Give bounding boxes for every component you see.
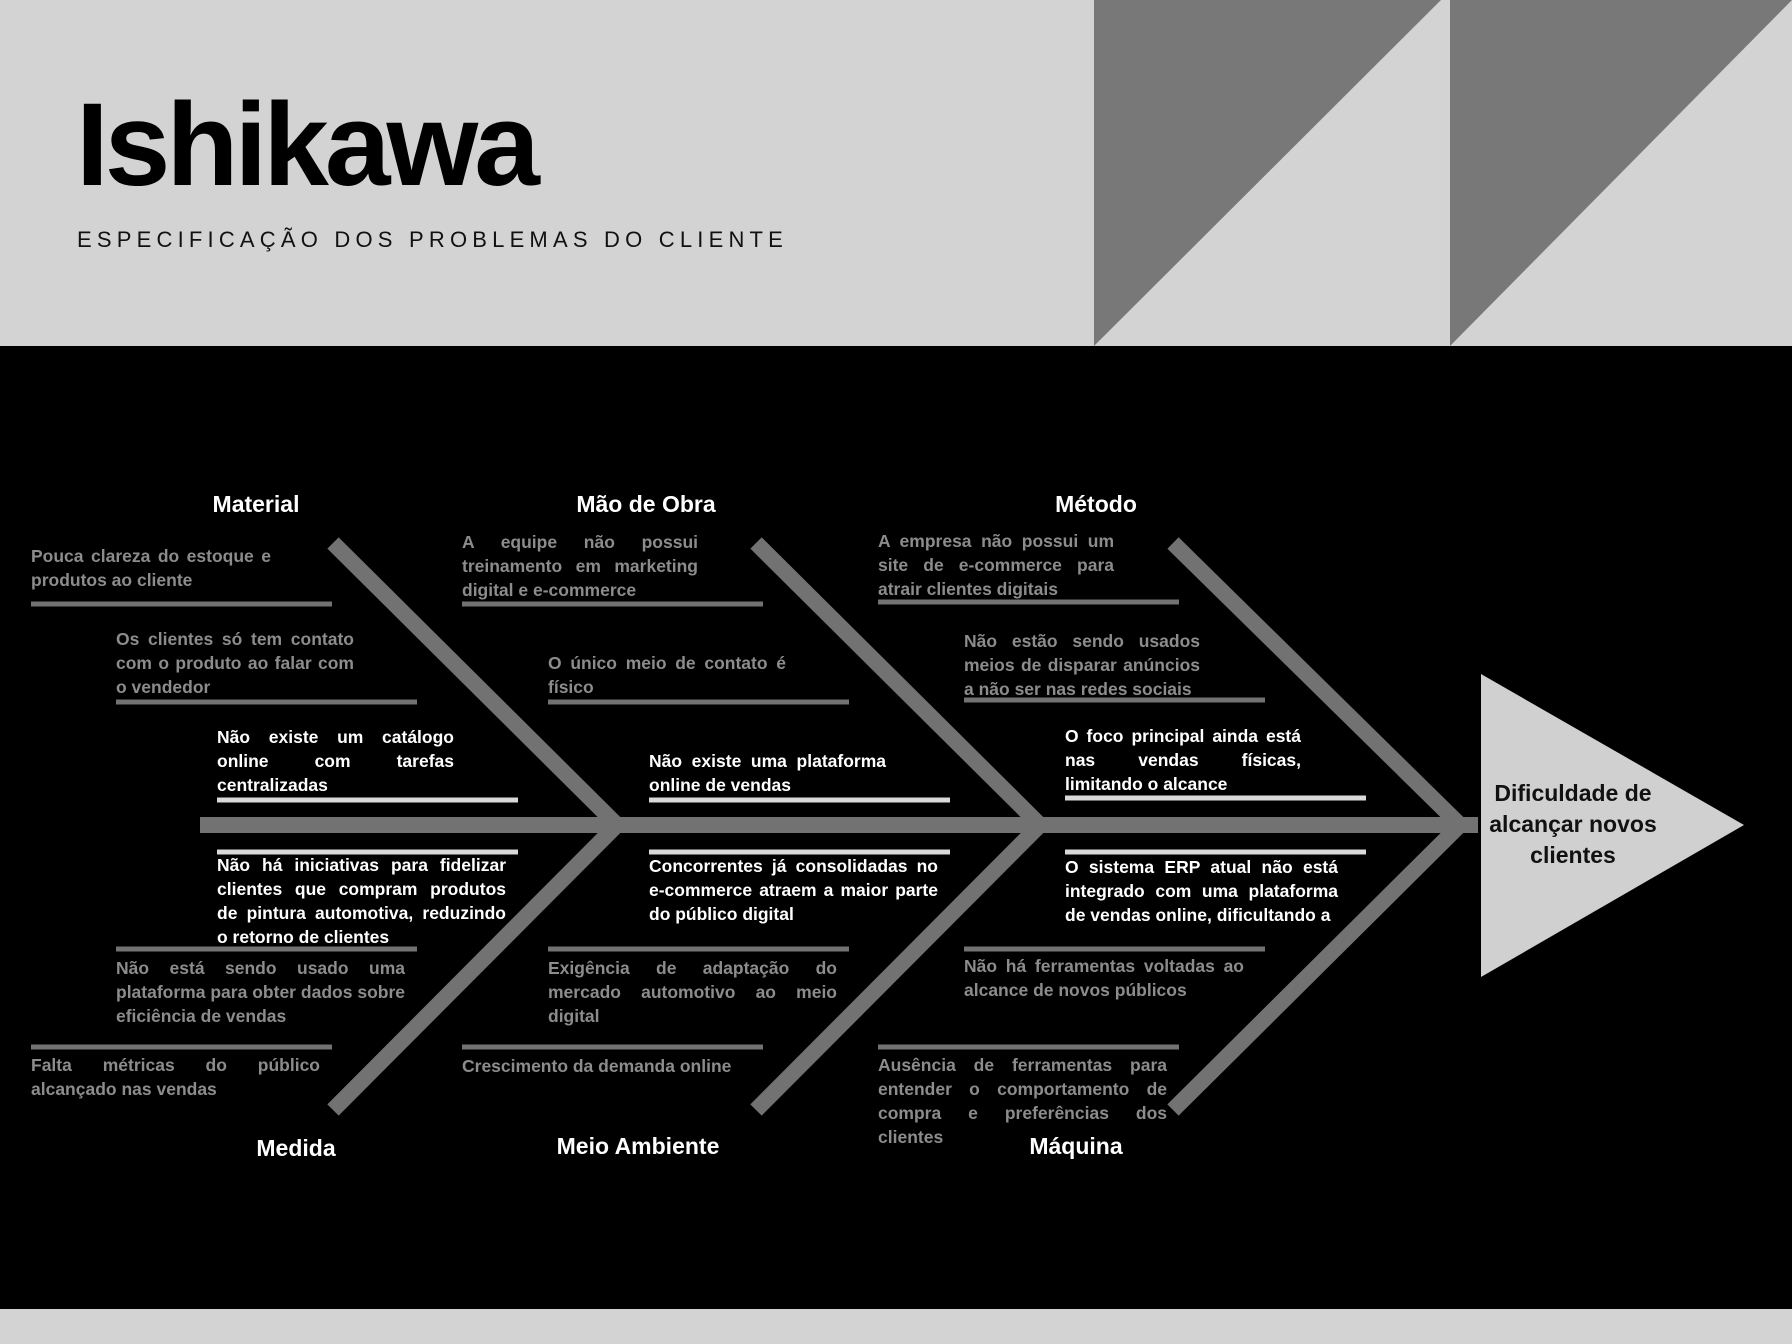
header-decoration — [1094, 0, 1792, 346]
bone-material — [327, 537, 623, 831]
cause-mao-de-obra-3: Não existe uma plataforma online de vend… — [649, 751, 886, 795]
effect-label: Dificuldade de alcançar novos clientes — [1489, 780, 1657, 868]
fish-head — [1481, 674, 1744, 977]
category-metodo: Método — [1055, 491, 1137, 517]
page-title: Ishikawa — [76, 79, 540, 211]
category-medida: Medida — [256, 1135, 336, 1161]
cause-medida-3: Falta métricas do público alcançado nas … — [31, 1055, 320, 1099]
cause-medida-1: Não há iniciativas para fidelizar client… — [217, 855, 506, 947]
cause-meio-ambiente-1: Concorrentes já consolidadas no e-commer… — [649, 856, 938, 924]
bone-mao-de-obra — [750, 537, 1046, 831]
header: Ishikawa ESPECIFICAÇÃO DOS PROBLEMAS DO … — [0, 0, 1792, 346]
cause-mao-de-obra-1: A equipe não possui treinamento em marke… — [462, 532, 698, 600]
cause-material-1: Pouca clareza do estoque e produtos ao c… — [31, 546, 271, 590]
cause-metodo-3: O foco principal ainda está nas vendas f… — [1065, 726, 1301, 794]
bone-medida — [327, 819, 623, 1116]
bone-metodo — [1167, 537, 1466, 831]
cause-maquina-2: Não há ferramentas voltadas ao alcance d… — [964, 956, 1244, 1000]
bone-maquina — [1167, 819, 1466, 1116]
category-maquina: Máquina — [1029, 1133, 1123, 1159]
page-subtitle: ESPECIFICAÇÃO DOS PROBLEMAS DO CLIENTE — [77, 227, 789, 252]
category-meio-ambiente: Meio Ambiente — [556, 1133, 720, 1159]
cause-metodo-1: A empresa não possui um site de e-commer… — [878, 531, 1114, 599]
decor-triangle-left — [1094, 0, 1441, 346]
cause-mao-de-obra-2: O único meio de contato é físico — [548, 653, 786, 697]
cause-maquina-3: Ausência de ferramentas para entender o … — [878, 1055, 1167, 1147]
category-mao-de-obra: Mão de Obra — [576, 491, 716, 517]
footer-band — [0, 1309, 1792, 1344]
cause-material-2: Os clientes só tem contato com o produto… — [116, 629, 354, 697]
cause-meio-ambiente-3: Crescimento da demanda online — [462, 1056, 732, 1076]
cause-meio-ambiente-2: Exigência de adaptação do mercado automo… — [548, 958, 837, 1026]
cause-material-3: Não existe um catálogo online com tarefa… — [217, 727, 454, 795]
decor-triangle-right — [1450, 0, 1792, 346]
cause-medida-2: Não está sendo usado uma plataforma para… — [116, 958, 405, 1026]
cause-maquina-1: O sistema ERP atual não está integrado c… — [1065, 857, 1338, 925]
bone-meio-ambiente — [750, 819, 1046, 1116]
cause-metodo-2: Não estão sendo usados meios de disparar… — [964, 631, 1200, 699]
category-material: Material — [212, 491, 300, 517]
